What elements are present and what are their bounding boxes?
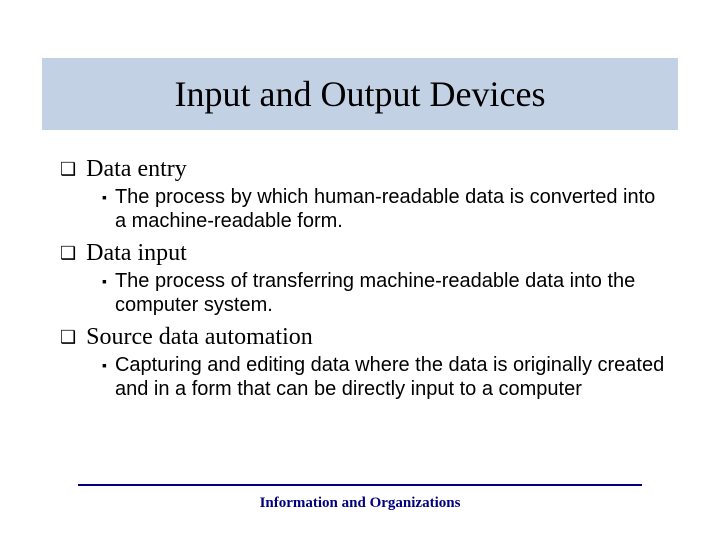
subitem-text: The process of transferring machine-read…	[115, 269, 670, 317]
hollow-square-icon: ❑	[60, 239, 76, 267]
footer-text: Information and Organizations	[0, 495, 720, 512]
content-area: ❑ Data entry ▪ The process by which huma…	[60, 155, 670, 407]
slide-title: Input and Output Devices	[175, 73, 546, 115]
item-label: Data input	[86, 239, 187, 267]
subitem-text: Capturing and editing data where the dat…	[115, 353, 670, 401]
item-label: Data entry	[86, 155, 187, 183]
hollow-square-icon: ❑	[60, 323, 76, 351]
footer-divider	[78, 484, 642, 486]
list-subitem: ▪ The process by which human-readable da…	[102, 185, 670, 233]
list-item: ❑ Data entry	[60, 155, 670, 183]
list-item: ❑ Data input	[60, 239, 670, 267]
hollow-square-icon: ❑	[60, 155, 76, 183]
list-subitem: ▪ The process of transferring machine-re…	[102, 269, 670, 317]
subitem-text: The process by which human-readable data…	[115, 185, 670, 233]
square-bullet-icon: ▪	[102, 269, 107, 293]
title-band: Input and Output Devices	[42, 58, 678, 130]
list-item: ❑ Source data automation	[60, 323, 670, 351]
square-bullet-icon: ▪	[102, 185, 107, 209]
square-bullet-icon: ▪	[102, 353, 107, 377]
list-subitem: ▪ Capturing and editing data where the d…	[102, 353, 670, 401]
item-label: Source data automation	[86, 323, 313, 351]
